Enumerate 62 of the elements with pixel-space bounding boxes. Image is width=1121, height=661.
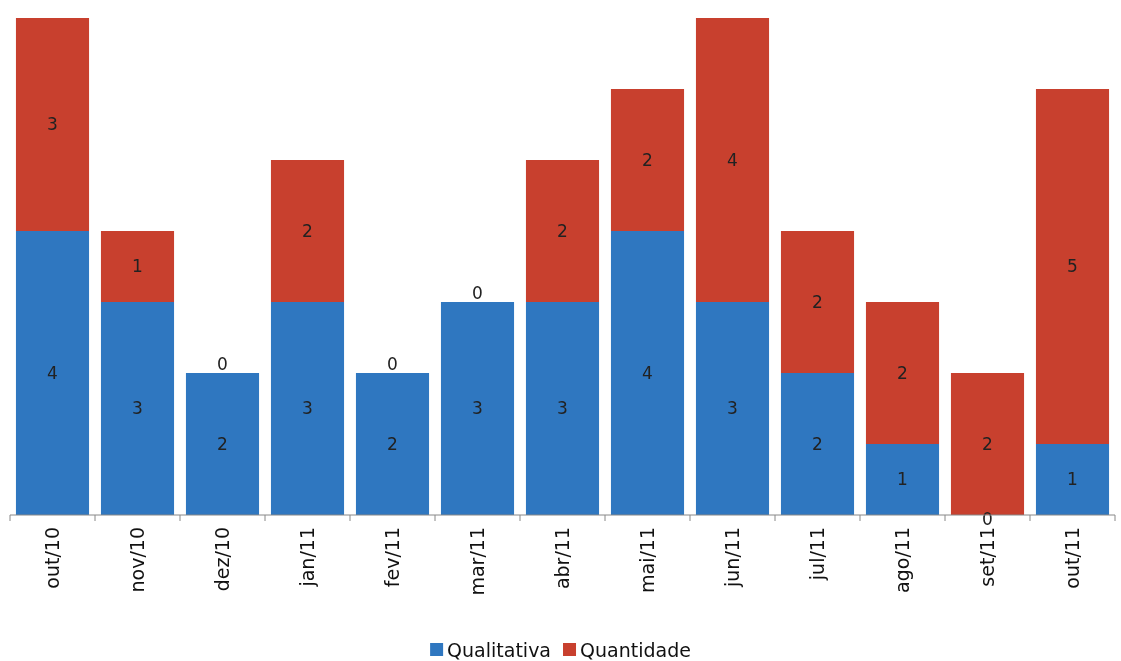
data-label: 0 <box>472 283 483 303</box>
x-tick-label: jun/11 <box>721 527 744 588</box>
data-label: 2 <box>982 433 993 454</box>
x-tick-label: dez/10 <box>211 527 234 592</box>
data-label: 4 <box>727 149 738 170</box>
bar <box>865 444 940 515</box>
data-label: 2 <box>812 433 823 454</box>
bar <box>695 18 770 302</box>
bar <box>695 302 770 515</box>
bar <box>865 302 940 444</box>
x-tick-label: ago/11 <box>891 527 914 593</box>
data-label: 3 <box>132 398 143 419</box>
data-label: 2 <box>217 433 228 454</box>
data-label: 0 <box>387 354 398 374</box>
bar <box>780 231 855 373</box>
bar <box>185 373 260 515</box>
legend-label: Quantidade <box>580 638 691 661</box>
x-tick-label: fev/11 <box>381 527 404 588</box>
data-label: 2 <box>387 433 398 454</box>
legend-label: Qualitativa <box>447 638 552 661</box>
data-label: 3 <box>47 114 58 135</box>
data-label: 3 <box>472 398 483 419</box>
annotation: 0 <box>982 508 993 529</box>
x-tick-label: mai/11 <box>636 527 659 594</box>
data-label: 2 <box>302 220 313 241</box>
bar <box>1035 444 1110 515</box>
data-label: 2 <box>897 362 908 383</box>
data-label: 1 <box>1067 469 1078 490</box>
data-label: 1 <box>132 256 143 277</box>
bar <box>1035 89 1110 444</box>
bar <box>525 302 600 515</box>
x-tick-label: jul/11 <box>806 527 829 582</box>
data-label: 3 <box>557 398 568 419</box>
bar <box>15 231 90 515</box>
data-label: 4 <box>642 362 653 383</box>
bar <box>525 160 600 302</box>
data-label: 3 <box>727 398 738 419</box>
x-tick-label: jan/11 <box>296 527 319 588</box>
bar <box>780 373 855 515</box>
bar <box>270 160 345 302</box>
data-label: 2 <box>557 220 568 241</box>
bar <box>100 302 175 515</box>
x-tick-label: abr/11 <box>551 527 574 590</box>
x-tick-label: nov/10 <box>126 527 149 593</box>
data-label: 2 <box>812 291 823 312</box>
data-label: 0 <box>217 354 228 374</box>
x-tick-label: out/11 <box>1061 527 1084 589</box>
bar <box>440 302 515 515</box>
data-label: 3 <box>302 398 313 419</box>
bar <box>610 231 685 515</box>
bar <box>355 373 430 515</box>
data-label: 4 <box>47 362 58 383</box>
bar <box>270 302 345 515</box>
bar <box>15 18 90 231</box>
x-tick-label: set/11 <box>976 527 999 587</box>
x-tick-label: out/10 <box>41 527 64 589</box>
data-label: 5 <box>1067 256 1078 277</box>
data-label: 1 <box>897 469 908 490</box>
bar <box>610 89 685 231</box>
data-label: 2 <box>642 149 653 170</box>
x-tick-label: mar/11 <box>466 527 489 596</box>
bar <box>100 231 175 302</box>
